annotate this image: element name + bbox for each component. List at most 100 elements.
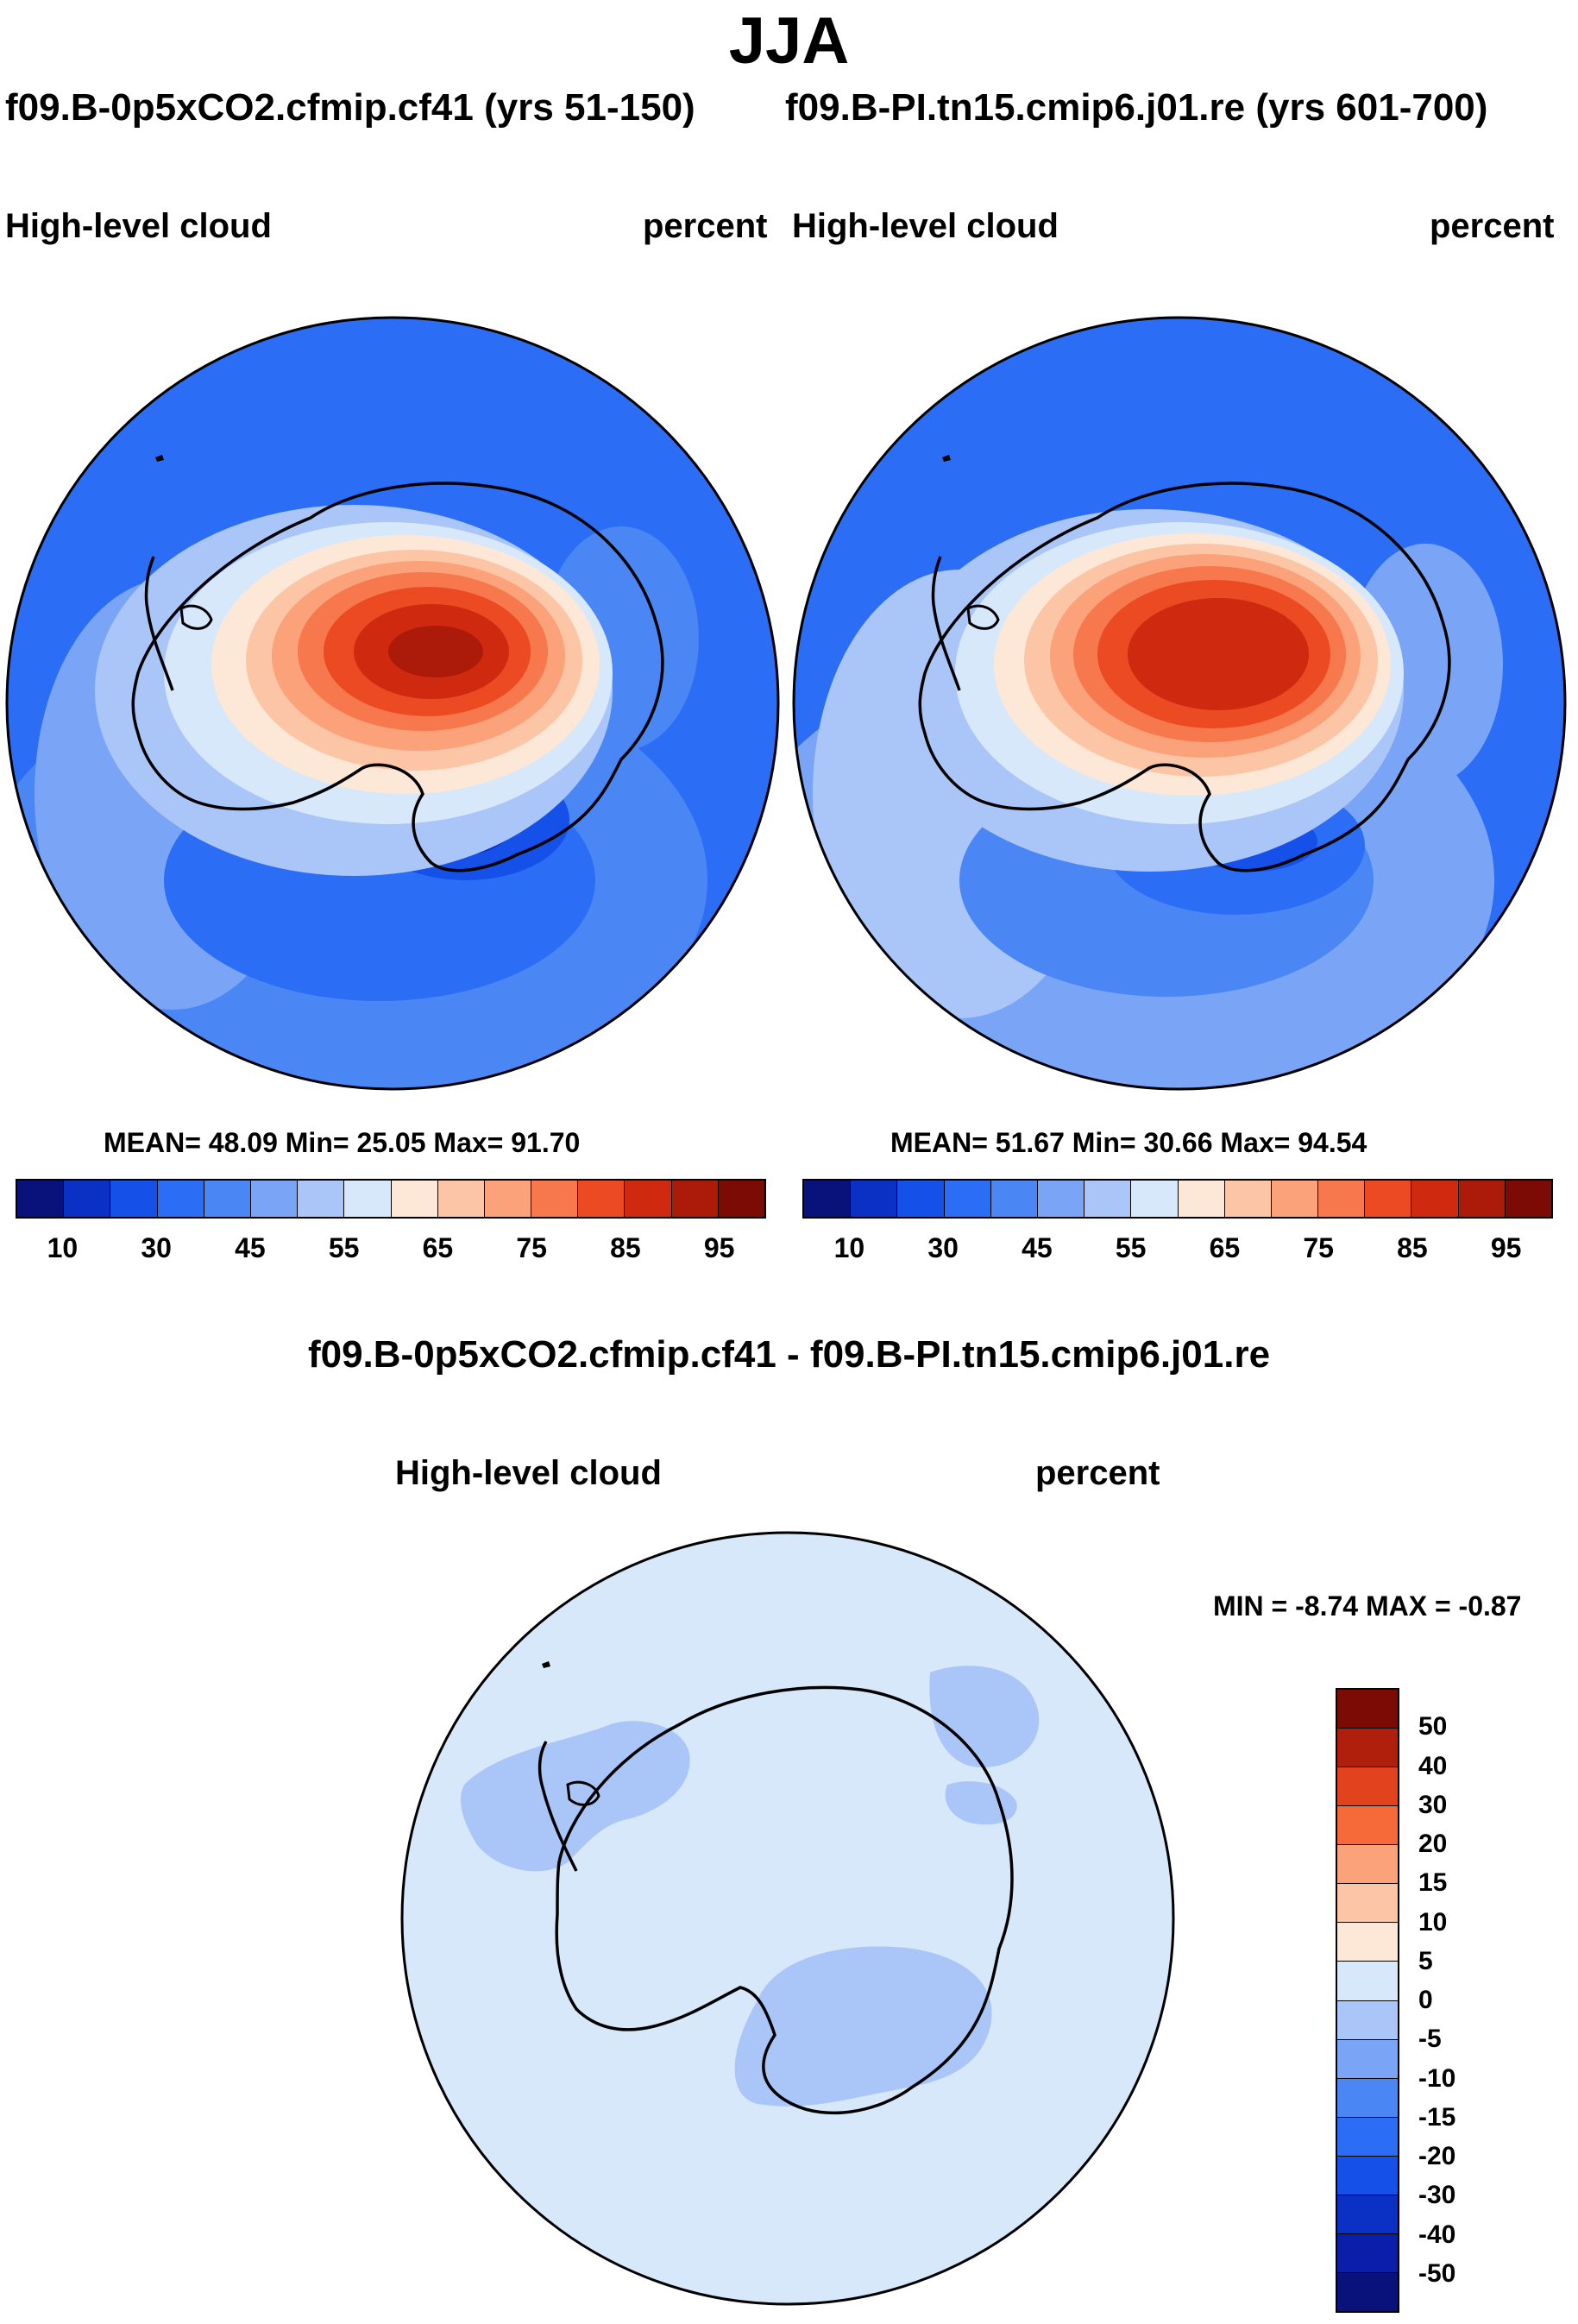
colorbar-box	[344, 1181, 392, 1217]
colorbar-box	[1337, 1806, 1398, 1846]
colorbar-box	[250, 1181, 299, 1217]
colorbar-tick-label: 30	[1418, 1790, 1448, 1819]
field-contour	[460, 1721, 690, 1872]
colorbar-box	[578, 1181, 626, 1217]
island	[155, 455, 164, 462]
colorbar-box	[671, 1181, 719, 1217]
field-contour	[734, 1946, 992, 2107]
colorbar-box	[851, 1181, 898, 1217]
colorbar-tick-label: 85	[1397, 1232, 1428, 1263]
colorbar-tick-label: -30	[1418, 2181, 1456, 2210]
colorbar-box	[1411, 1181, 1459, 1217]
colorbar-tick-label: 75	[516, 1232, 547, 1263]
ice-shelf-outline	[966, 604, 1000, 630]
antarctica-coastline	[131, 482, 664, 872]
colorbar-tick-label: -40	[1418, 2220, 1456, 2249]
colorbar-tick-label: -5	[1418, 2025, 1442, 2054]
colorbar-tick-label: -15	[1418, 2102, 1456, 2132]
map-border	[792, 316, 1567, 1091]
units-label-right: percent	[1430, 207, 1555, 245]
colorbar-box	[204, 1181, 251, 1217]
colorbar-box	[1337, 1729, 1398, 1768]
colorbar-box	[1337, 1962, 1398, 2001]
field-contour	[388, 626, 483, 677]
colorbar-tick-label: 45	[235, 1232, 266, 1263]
ice-shelf-outline	[179, 604, 213, 630]
colorbar-tick-label: 65	[422, 1232, 454, 1263]
units-label-left: percent	[643, 207, 768, 245]
colorbar-box	[1318, 1181, 1366, 1217]
colorbar-tick-label: -10	[1418, 2063, 1456, 2093]
colorbar-difference	[1336, 1688, 1399, 2313]
colorbar-tick-label: 30	[141, 1232, 172, 1263]
colorbar-box	[1337, 2195, 1398, 2234]
colorbar-box	[1224, 1181, 1272, 1217]
colorbar-box	[1337, 1767, 1398, 1807]
colorbar-tick-label: 75	[1303, 1232, 1334, 1263]
colorbar-box	[1084, 1181, 1132, 1217]
colorbar-tick-label: 55	[1115, 1232, 1147, 1263]
colorbar-box	[1337, 1845, 1398, 1885]
colorbar-tick-label: 10	[47, 1232, 79, 1263]
polar-map-difference	[400, 1531, 1175, 2306]
colorbar-box	[1337, 2000, 1398, 2040]
variable-label-right: High-level cloud	[792, 207, 1059, 245]
colorbar-box	[64, 1181, 111, 1217]
colorbar-tick-label: 85	[610, 1232, 641, 1263]
antarctica-coastline	[555, 1685, 1014, 2115]
case-title-right: f09.B-PI.tn15.cmip6.j01.re (yrs 601-700)	[785, 86, 1488, 129]
difference-title: f09.B-0p5xCO2.cfmip.cf41 - f09.B-PI.tn15…	[307, 1333, 1271, 1376]
variable-label-left: High-level cloud	[5, 207, 272, 245]
colorbar-box	[625, 1181, 672, 1217]
colorbar-box	[1131, 1181, 1179, 1217]
colorbar-box	[718, 1181, 764, 1217]
stats-right: MEAN= 51.67 Min= 30.66 Max= 94.54	[890, 1127, 1367, 1158]
colorbar-box	[1178, 1181, 1225, 1217]
colorbar-box	[157, 1181, 204, 1217]
colorbar-box	[1337, 2039, 1398, 2079]
colorbar-tick-label: 55	[328, 1232, 360, 1263]
colorbar-box	[110, 1181, 158, 1217]
field-contour	[1128, 598, 1309, 710]
colorbar-tick-label: 10	[833, 1232, 865, 1263]
colorbar-box	[1337, 2272, 1398, 2311]
minmax-diff: MIN = -8.74 MAX = -0.87	[1213, 1590, 1522, 1622]
antarctic-peninsula	[538, 1741, 578, 1872]
colorbar-tick-label: 5	[1418, 1946, 1433, 1975]
ice-shelf-outline	[566, 1780, 600, 1806]
colorbar-box	[804, 1181, 852, 1217]
colorbar-box	[1337, 1884, 1398, 1924]
colorbar-box	[1337, 1923, 1398, 1962]
antarctic-peninsula	[931, 556, 961, 691]
colorbar-tick-label: 20	[1418, 1830, 1448, 1858]
colorbar-box	[1337, 2078, 1398, 2118]
antarctica-coastline	[918, 482, 1451, 872]
antarctic-peninsula	[144, 556, 174, 691]
colorbar-box	[484, 1181, 532, 1217]
colorbar-tick-label: 15	[1418, 1868, 1448, 1898]
season-title: JJA	[728, 4, 850, 78]
colorbar-left	[16, 1179, 766, 1219]
colorbar-tick-label: 0	[1418, 1986, 1433, 2014]
colorbar-box	[437, 1181, 485, 1217]
colorbar-box	[1365, 1181, 1412, 1217]
colorbar-box	[1271, 1181, 1319, 1217]
island	[542, 1661, 550, 1668]
colorbar-tick-label: -20	[1418, 2142, 1456, 2170]
colorbar-right	[802, 1179, 1553, 1219]
colorbar-box	[531, 1181, 579, 1217]
colorbar-tick-label: 40	[1418, 1751, 1448, 1780]
variable-label-diff: High-level cloud	[395, 1454, 662, 1492]
field-contour	[945, 1781, 1017, 1825]
colorbar-tick-label: 45	[1022, 1232, 1053, 1263]
colorbar-box	[298, 1181, 345, 1217]
map-border	[400, 1531, 1175, 2306]
colorbar-box	[944, 1181, 991, 1217]
field-contour	[929, 1666, 1040, 1767]
field-base	[402, 1533, 1173, 2304]
colorbar-box	[1037, 1181, 1085, 1217]
colorbar-box	[1458, 1181, 1506, 1217]
colorbar-box	[990, 1181, 1038, 1217]
island	[942, 455, 951, 462]
colorbar-box	[1337, 2233, 1398, 2273]
